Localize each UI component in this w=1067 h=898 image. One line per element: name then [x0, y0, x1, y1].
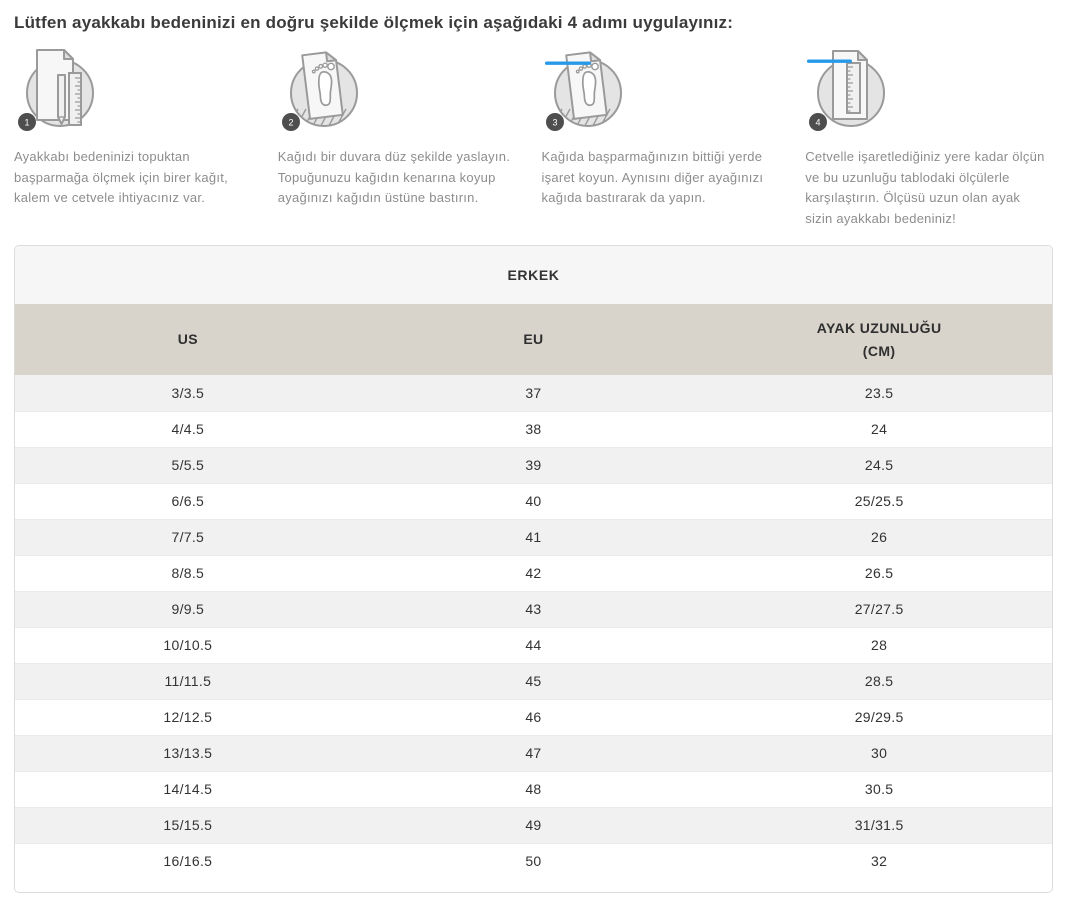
cell-us: 7/7.5 — [15, 518, 361, 556]
cell-foot-length: 30 — [706, 734, 1052, 772]
cell-foot-length: 24 — [706, 410, 1052, 448]
page-title: Lütfen ayakkabı bedeninizi en doğru şeki… — [14, 13, 734, 32]
table-row: 10/10.5 44 28 — [15, 626, 1052, 664]
svg-text:2: 2 — [288, 118, 293, 128]
cell-eu: 46 — [360, 698, 707, 736]
step-2-text: Kağıdı bir duvara düz şekilde yaslayın. … — [277, 149, 511, 206]
cell-us: 11/11.5 — [15, 662, 361, 700]
step-number-badge — [18, 113, 36, 131]
table-row: 6/6.5 40 25/25.5 — [15, 482, 1052, 520]
cell-eu: 38 — [360, 410, 707, 448]
cell-eu: 40 — [360, 482, 707, 520]
step-number-badge — [809, 113, 828, 131]
cell-us: 6/6.5 — [15, 482, 361, 520]
cell-us: 10/10.5 — [15, 626, 361, 664]
cell-us: 15/15.5 — [15, 806, 361, 844]
step-number-badge — [281, 113, 300, 131]
measure-mark-line — [544, 61, 591, 65]
step-number-badge — [545, 113, 564, 131]
cell-foot-length: 27/27.5 — [706, 590, 1052, 628]
cell-foot-length: 28.5 — [706, 662, 1052, 700]
table-row: 14/14.5 48 30.5 — [15, 770, 1052, 808]
table-row: 4/4.5 38 24 — [15, 410, 1052, 448]
step-1: 1 Ayakkabı bedeninizi topuktan başparmağ… — [14, 45, 262, 229]
cell-us: 14/14.5 — [15, 770, 361, 808]
cell-foot-length: 31/31.5 — [706, 806, 1052, 844]
paper-footprint-icon: 2 — [278, 45, 526, 135]
cell-eu: 49 — [360, 806, 707, 844]
paper-ruler-measure-icon: 4 — [805, 45, 1053, 135]
table-row: 5/5.5 39 24.5 — [15, 446, 1052, 484]
svg-text:3: 3 — [552, 118, 557, 128]
size-table-group-header: ERKEK — [15, 246, 1052, 305]
step-3-text: Kağıda başparmağınızın bittiği yerde işa… — [541, 149, 764, 206]
cell-us: 5/5.5 — [15, 446, 361, 484]
cell-foot-length: 23.5 — [706, 375, 1052, 412]
cell-us: 12/12.5 — [15, 698, 361, 736]
measurement-steps: 1 Ayakkabı bedeninizi topuktan başparmağ… — [14, 45, 1053, 229]
step-4: 4 Cetvelle işaretlediğiniz yere kadar öl… — [805, 45, 1053, 229]
column-header-eu: EU — [360, 304, 707, 376]
paper-pen-ruler-icon: 1 — [14, 45, 262, 135]
cell-eu: 47 — [360, 734, 707, 772]
cell-foot-length: 24.5 — [706, 446, 1052, 484]
column-header-us: US — [15, 304, 361, 376]
step-1-text: Ayakkabı bedeninizi topuktan başparmağa … — [14, 149, 228, 206]
svg-text:1: 1 — [24, 118, 29, 128]
cell-foot-length: 25/25.5 — [706, 482, 1052, 520]
table-row: 15/15.5 49 31/31.5 — [15, 806, 1052, 844]
table-row: 16/16.5 50 32 — [15, 842, 1052, 880]
cell-foot-length: 26 — [706, 518, 1052, 556]
step-3: 3 Kağıda başparmağınızın bittiği yerde i… — [542, 45, 790, 229]
cell-eu: 45 — [360, 662, 707, 700]
size-table-body: 3/3.5 37 23.5 4/4.5 38 24 5/5.5 39 24.5 6/6.5 40 25… — [15, 375, 1052, 880]
table-row: 8/8.5 42 26.5 — [15, 554, 1052, 592]
cell-eu: 50 — [360, 842, 707, 880]
cell-eu: 44 — [360, 626, 707, 664]
svg-text:4: 4 — [816, 118, 821, 128]
table-row: 9/9.5 43 27/27.5 — [15, 590, 1052, 628]
cell-foot-length: 32 — [706, 842, 1052, 880]
cell-eu: 37 — [360, 375, 707, 412]
cell-eu: 43 — [360, 590, 707, 628]
step-2: 2 Kağıdı bir duvara düz şekilde yaslayın… — [278, 45, 526, 229]
cell-foot-length: 26.5 — [706, 554, 1052, 592]
cell-us: 4/4.5 — [15, 410, 361, 448]
cell-us: 8/8.5 — [15, 554, 361, 592]
table-row: 12/12.5 46 29/29.5 — [15, 698, 1052, 736]
column-header-row: US EU AYAK UZUNLUĞU (CM) — [15, 304, 1052, 376]
cell-eu: 42 — [360, 554, 707, 592]
cell-us: 13/13.5 — [15, 734, 361, 772]
paper-footprint-mark-icon: 3 — [542, 45, 790, 135]
cell-eu: 39 — [360, 446, 707, 484]
table-row: 3/3.5 37 23.5 — [15, 375, 1052, 412]
size-table: US EU AYAK UZUNLUĞU (CM) 3/3.5 37 23.5 4/4.… — [15, 304, 1052, 880]
table-row: 13/13.5 47 30 — [15, 734, 1052, 772]
cell-foot-length: 28 — [706, 626, 1052, 664]
cell-us: 9/9.5 — [15, 590, 361, 628]
cell-foot-length: 29/29.5 — [706, 698, 1052, 736]
measure-mark-line — [807, 59, 853, 63]
size-table-card: ERKEK US EU AYAK UZUNLUĞU (CM) 3/3.5 37 23… — [14, 245, 1053, 894]
cell-eu: 48 — [360, 770, 707, 808]
table-row: 11/11.5 45 28.5 — [15, 662, 1052, 700]
cell-eu: 41 — [360, 518, 707, 556]
column-header-foot-length: AYAK UZUNLUĞU (CM) — [706, 304, 1052, 376]
table-row: 7/7.5 41 26 — [15, 518, 1052, 556]
cell-us: 3/3.5 — [15, 375, 361, 412]
cell-foot-length: 30.5 — [706, 770, 1052, 808]
step-4-text: Cetvelle işaretlediğiniz yere kadar ölçü… — [805, 149, 1045, 226]
cell-us: 16/16.5 — [15, 842, 361, 880]
